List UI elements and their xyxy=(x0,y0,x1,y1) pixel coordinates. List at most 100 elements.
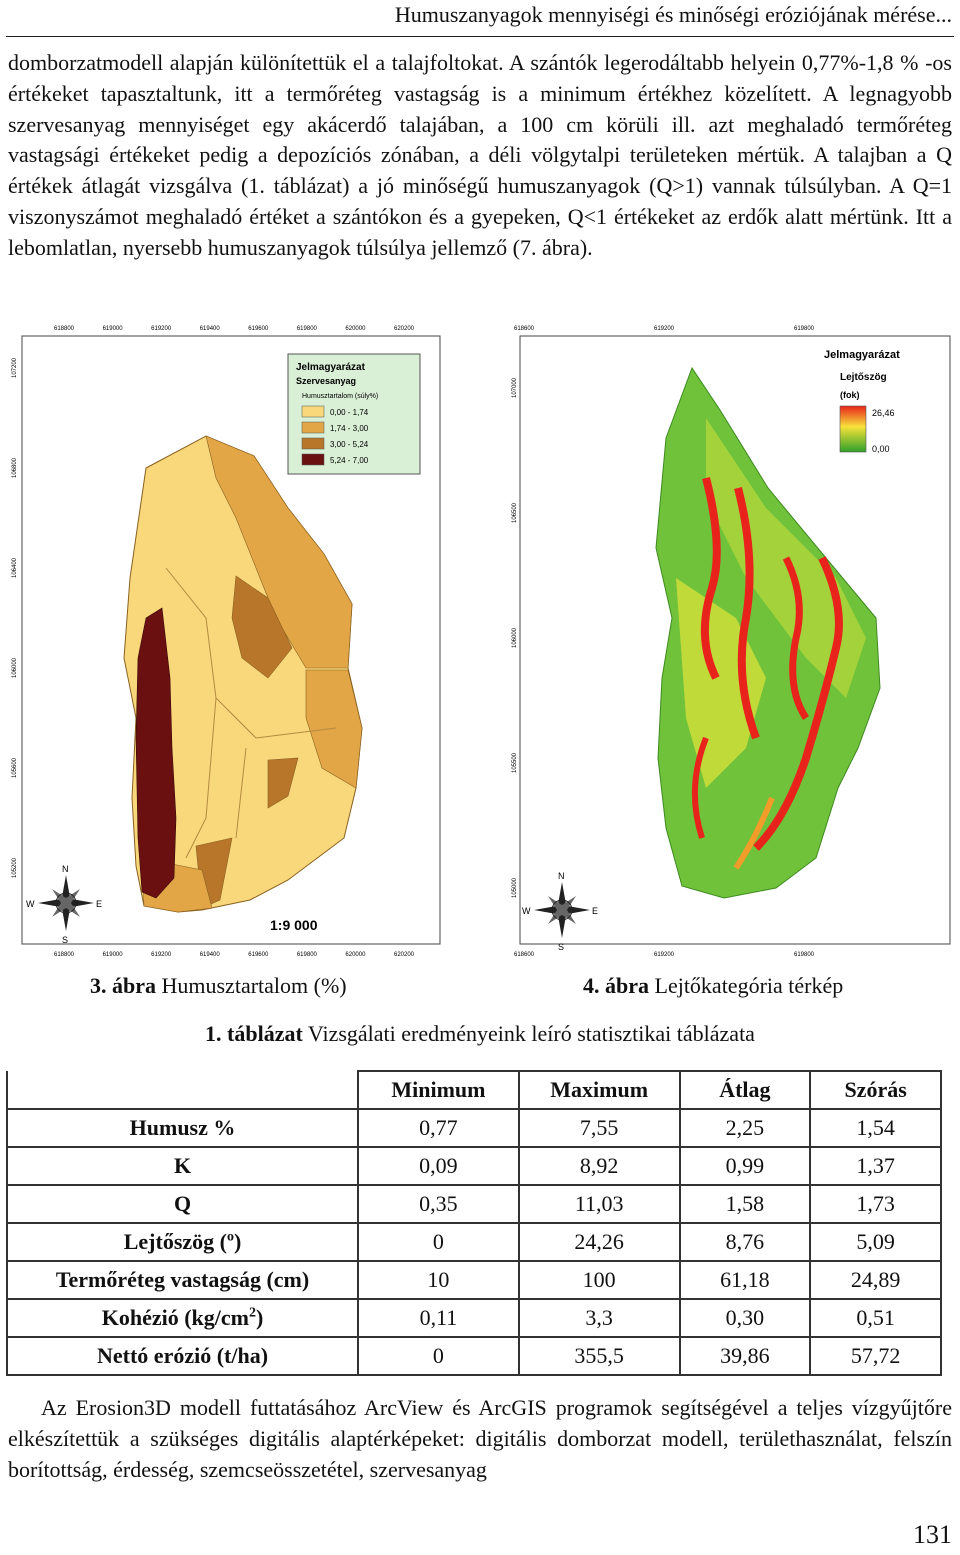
table-cell: 1,58 xyxy=(678,1184,812,1224)
table-caption: 1. táblázat Vizsgálati eredményeink leír… xyxy=(0,1021,960,1047)
left-bottom-ticks: 618800 619000 619200 619400 619600 619800 6200… xyxy=(54,952,415,958)
table-row: Nettó erózió (t/ha) 0 355,5 39,86 57,72 xyxy=(5,1336,942,1376)
table-cell: 0,09 xyxy=(357,1146,520,1186)
table-cell: 57,72 xyxy=(809,1336,942,1376)
humus-legend-subtitle: Szervesanyag xyxy=(296,376,356,386)
table-cell: 0 xyxy=(357,1336,520,1376)
humus-map-scale: 1:9 000 xyxy=(270,917,318,933)
row-header: K xyxy=(5,1146,360,1186)
table-cell: 10 xyxy=(357,1260,520,1300)
slope-legend-subtitle: Lejtőszög xyxy=(840,372,887,383)
x-tick-label: 619600 xyxy=(248,952,269,958)
table-cell: 0,77 xyxy=(357,1108,520,1148)
row-header: Q xyxy=(5,1184,360,1224)
y-tick-label: 106800 xyxy=(12,457,18,478)
y-tick-label: 105200 xyxy=(12,857,18,878)
legend-swatch xyxy=(301,437,325,450)
x-tick-label: 619800 xyxy=(794,952,815,958)
row-header: Lejtőszög (o) xyxy=(5,1222,360,1262)
humus-legend-items: 0,00 - 1,74 1,74 - 3,00 3,00 - 5,24 5,24 - … xyxy=(301,405,369,466)
right-bottom-ticks: 618600 619200 619800 xyxy=(514,952,815,958)
table-row: Lejtőszög (o) 0 24,26 8,76 5,09 xyxy=(5,1222,942,1262)
svg-text:W: W xyxy=(522,906,531,916)
column-header: Átlag xyxy=(678,1070,812,1110)
compass-rose-icon: N S E W xyxy=(26,864,102,945)
slope-map-svg: Jelmagyarázat Lejtőszög (fok) 26,46 0,00… xyxy=(506,318,954,960)
column-header: Maximum xyxy=(517,1070,681,1110)
svg-text:N: N xyxy=(62,864,69,874)
table-header-row: Minimum Maximum Átlag Szórás xyxy=(5,1070,942,1110)
table-cell: 5,09 xyxy=(809,1222,942,1262)
column-header: Szórás xyxy=(809,1070,942,1110)
svg-text:S: S xyxy=(558,942,564,952)
slope-category-map: Jelmagyarázat Lejtőszög (fok) 26,46 0,00… xyxy=(506,318,954,960)
row-label-suffix: ) xyxy=(233,1229,242,1254)
steep-slope-band-2 xyxy=(734,487,760,740)
x-tick-label: 619200 xyxy=(654,952,675,958)
row-label: Humusz % xyxy=(129,1115,236,1140)
steep-slope-band-5 xyxy=(691,736,709,839)
compass-rose-icon: N S E W xyxy=(522,871,598,952)
figure-4-number: 4. ábra xyxy=(583,973,649,998)
row-label: Nettó erózió (t/ha) xyxy=(97,1343,269,1368)
figure-3-text: Humusztartalom (%) xyxy=(156,973,347,998)
right-y-ticks: 107000 106500 106000 105500 105000 xyxy=(512,377,518,898)
x-tick-label: 619800 xyxy=(297,952,318,958)
paragraph-bottom: Az Erosion3D modell futtatásához ArcView… xyxy=(8,1395,952,1482)
table-cell: 11,03 xyxy=(517,1184,681,1224)
svg-text:S: S xyxy=(62,935,68,945)
humus-map-svg: Jelmagyarázat Szervesanyag Humusztartalo… xyxy=(6,318,442,960)
legend-item-label: 3,00 - 5,24 xyxy=(330,440,369,449)
table-cell: 8,76 xyxy=(678,1222,812,1262)
table-cell: 24,89 xyxy=(809,1260,942,1300)
table-cell: 1,73 xyxy=(809,1184,942,1224)
header-rule xyxy=(6,36,954,37)
table-row: Termőréteg vastagság (cm) 10 100 61,18 24,89 xyxy=(5,1260,942,1300)
row-header: Humusz % xyxy=(5,1108,360,1148)
svg-text:N: N xyxy=(558,871,565,881)
row-label: Lejtőszög ( xyxy=(123,1229,227,1254)
table-cell: 2,25 xyxy=(678,1108,812,1148)
table-cell: 355,5 xyxy=(517,1336,681,1376)
humus-legend-title: Jelmagyarázat xyxy=(296,362,366,373)
slope-legend-max: 26,46 xyxy=(872,408,895,418)
x-tick-label: 618800 xyxy=(54,952,75,958)
x-tick-label: 619800 xyxy=(794,326,815,332)
row-label: K xyxy=(173,1153,192,1178)
svg-text:W: W xyxy=(26,899,35,909)
humus-legend-field: Humusztartalom (súly%) xyxy=(302,393,378,400)
y-tick-label: 106400 xyxy=(12,557,18,578)
row-header: Nettó erózió (t/ha) xyxy=(5,1336,360,1376)
table-row: Humusz % 0,77 7,55 2,25 1,54 xyxy=(5,1108,942,1148)
row-label: Q xyxy=(173,1191,192,1216)
y-tick-label: 105000 xyxy=(512,877,518,898)
humus-zone-medium-3 xyxy=(305,669,363,789)
x-tick-label: 619400 xyxy=(200,326,221,332)
x-tick-label: 619400 xyxy=(200,952,221,958)
slope-legend-ramp xyxy=(839,405,867,453)
table-cell: 1,37 xyxy=(809,1146,942,1186)
legend-swatch xyxy=(301,405,325,418)
field-boundaries xyxy=(165,567,337,859)
y-tick-label: 106000 xyxy=(12,657,18,678)
figure-4-caption: 4. ábra Lejtőkategória térkép xyxy=(583,973,843,999)
x-tick-label: 619800 xyxy=(297,326,318,332)
row-label-superscript: 2 xyxy=(248,1305,256,1321)
table-cell: 100 xyxy=(517,1260,681,1300)
figure-4-text: Lejtőkategória térkép xyxy=(649,973,844,998)
humus-content-map: Jelmagyarázat Szervesanyag Humusztartalo… xyxy=(6,318,442,960)
x-tick-label: 620000 xyxy=(345,326,366,332)
x-tick-label: 620200 xyxy=(394,326,415,332)
humus-zone-dark-south xyxy=(267,757,299,809)
humus-zone-max xyxy=(135,607,177,899)
table-cell: 24,26 xyxy=(517,1222,681,1262)
slope-edge-band xyxy=(733,796,775,870)
column-header xyxy=(5,1071,360,1110)
row-label-suffix: ) xyxy=(255,1305,264,1330)
x-tick-label: 619600 xyxy=(248,326,269,332)
table-cell: 8,92 xyxy=(517,1146,681,1186)
table-cell: 39,86 xyxy=(678,1336,812,1376)
left-y-ticks: 107200 106800 106400 106000 105600 105200 xyxy=(12,357,18,878)
legend-item-label: 0,00 - 1,74 xyxy=(330,408,369,417)
table-cell: 7,55 xyxy=(517,1108,681,1148)
